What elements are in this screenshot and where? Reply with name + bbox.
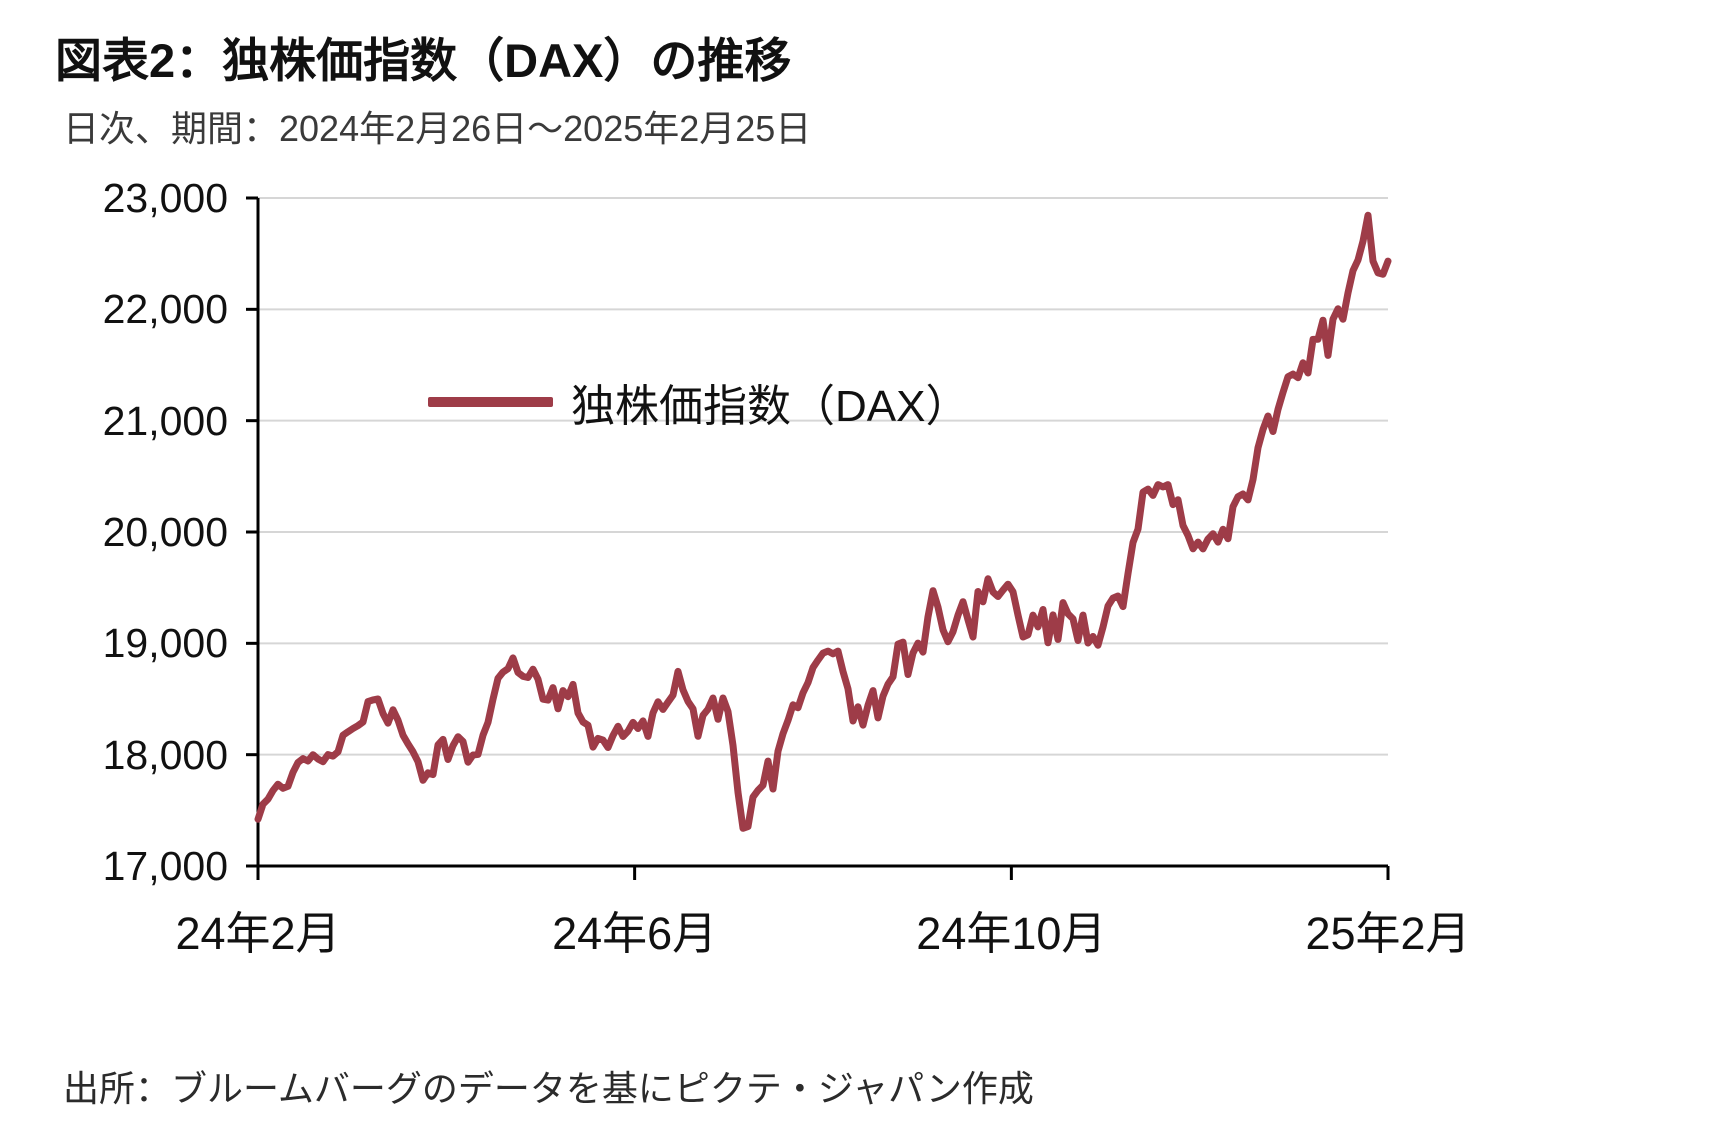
- chart-title: 図表2：独株価指数（DAX）の推移: [55, 34, 792, 87]
- y-tick-label: 23,000: [102, 175, 228, 221]
- plot-svg: [246, 196, 1392, 880]
- x-tick-label: 24年6月: [552, 908, 718, 959]
- y-tick-label: 18,000: [102, 731, 228, 778]
- y-tick-label: 22,000: [102, 286, 228, 333]
- chart-subtitle: 日次、期間：2024年2月26日～2025年2月25日: [63, 108, 812, 149]
- chart-legend: 独株価指数（DAX）: [428, 370, 969, 434]
- y-tick-label: 17,000: [102, 843, 228, 889]
- x-tick-label: 24年10月: [916, 908, 1107, 959]
- chart-area: 17,000 18,000 19,000 20,000 21,000 22,000 23,0…: [0, 175, 1722, 975]
- y-tick-label: 20,000: [102, 509, 228, 555]
- x-tick-label: 25年2月: [1305, 908, 1471, 959]
- x-tick-label: 24年2月: [175, 908, 341, 959]
- source-note: 出所：ブルームバーグのデータを基にピクテ・ジャパン作成: [63, 1068, 1034, 1109]
- y-tick-label: 21,000: [102, 397, 228, 444]
- legend-series-label: 独株価指数（DAX）: [571, 382, 970, 431]
- dax-series-line: [254, 211, 1392, 832]
- legend-line-swatch: [428, 397, 553, 407]
- y-tick-label: 19,000: [102, 620, 228, 667]
